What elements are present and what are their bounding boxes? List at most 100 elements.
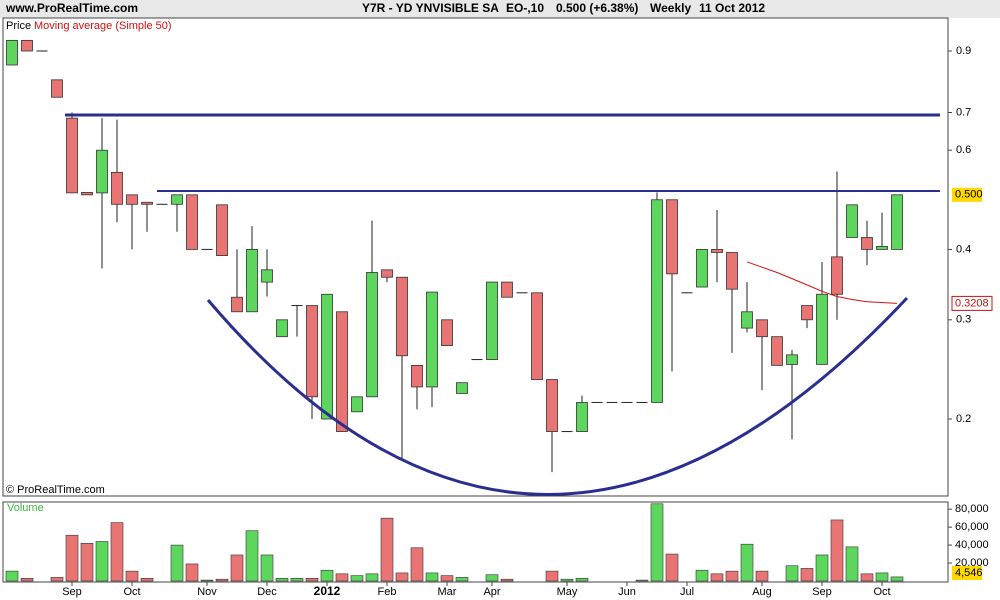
volume-bar bbox=[785, 565, 799, 582]
volume-bar bbox=[80, 542, 94, 582]
candle-body bbox=[186, 194, 198, 250]
volume-bar bbox=[815, 554, 829, 582]
volume-bar bbox=[425, 572, 439, 582]
candle-body bbox=[141, 201, 153, 205]
volume-bar bbox=[455, 577, 469, 582]
candle-body bbox=[486, 281, 498, 360]
y-tick-label: 40,000 bbox=[955, 539, 989, 551]
volume-bar bbox=[185, 563, 199, 582]
x-tick-label: Apr bbox=[483, 586, 500, 598]
volume-bar bbox=[395, 572, 409, 582]
candle-body bbox=[426, 291, 438, 388]
candle-body bbox=[351, 396, 363, 413]
period: Weekly bbox=[650, 1, 691, 15]
x-tick-label: Oct bbox=[873, 586, 890, 598]
ma-legend: Moving average (Simple 50) bbox=[34, 20, 172, 32]
volume-bar bbox=[500, 578, 514, 582]
candle-body bbox=[231, 296, 243, 313]
x-tick-label: Aug bbox=[752, 586, 772, 598]
candle-body bbox=[96, 149, 108, 194]
volume-bar bbox=[635, 579, 649, 582]
ma-label-box bbox=[951, 295, 993, 311]
code: EO-,10 bbox=[506, 1, 544, 15]
volume-bar bbox=[710, 573, 724, 582]
candle-body bbox=[891, 194, 903, 250]
volume-bar bbox=[365, 573, 379, 582]
candle-body bbox=[771, 336, 783, 366]
x-tick-label: Dec bbox=[257, 586, 277, 598]
volume-bar bbox=[650, 503, 664, 582]
volume-bar bbox=[245, 530, 259, 582]
volume-bar bbox=[230, 554, 244, 582]
candle-body bbox=[6, 39, 18, 66]
candle-body bbox=[576, 402, 588, 432]
volume-bar bbox=[860, 573, 874, 582]
y-tick-label: 0.4 bbox=[956, 243, 971, 255]
x-tick-label: Sep bbox=[812, 586, 832, 598]
volume-bar bbox=[305, 578, 319, 582]
site: www.ProRealTime.com bbox=[5, 1, 138, 15]
x-tick-label: Oct bbox=[123, 586, 140, 598]
candle-body bbox=[396, 276, 408, 357]
candle-body bbox=[381, 269, 393, 278]
volume-last-label: 4,546 bbox=[955, 567, 983, 579]
ma-label: 0.3208 bbox=[955, 297, 989, 309]
volume-bar bbox=[320, 569, 334, 582]
candle-body bbox=[171, 194, 183, 205]
volume-bar bbox=[560, 578, 574, 582]
candle-body bbox=[831, 256, 843, 295]
x-tick-label: Nov bbox=[197, 586, 217, 598]
volume-bar bbox=[830, 519, 844, 582]
x-tick-label: Jul bbox=[680, 586, 694, 598]
candle-body bbox=[246, 249, 258, 313]
x-tick-label: Sep bbox=[62, 586, 82, 598]
price-legend: Price bbox=[6, 20, 31, 32]
candle-body bbox=[216, 204, 228, 257]
volume-bar bbox=[800, 568, 814, 582]
volume-bar bbox=[485, 574, 499, 582]
volume-label-box bbox=[952, 566, 982, 580]
candle-body bbox=[531, 292, 543, 380]
volume-bar bbox=[170, 544, 184, 582]
volume-bar bbox=[215, 578, 229, 582]
volume-bar bbox=[740, 543, 754, 582]
candle-body bbox=[741, 311, 753, 329]
last-price-label: 0.500 bbox=[955, 189, 983, 201]
candle-body bbox=[651, 199, 663, 403]
header-bar bbox=[0, 0, 1000, 18]
volume-bar bbox=[875, 572, 889, 582]
x-tick-label: Mar bbox=[438, 586, 457, 598]
volume-bar bbox=[665, 553, 679, 582]
candle-body bbox=[126, 194, 138, 205]
candle-body bbox=[66, 117, 78, 194]
x-tick-label: 2012 bbox=[314, 584, 341, 598]
volume-bar bbox=[335, 573, 349, 582]
candle-body bbox=[411, 364, 423, 388]
candle-body bbox=[861, 237, 873, 250]
cup-curve bbox=[206, 296, 909, 496]
volume-bar bbox=[20, 578, 34, 582]
volume-bar bbox=[140, 578, 154, 582]
candle-body bbox=[366, 272, 378, 398]
candle-body bbox=[336, 311, 348, 432]
volume-bar bbox=[65, 534, 79, 582]
y-tick-label: 0.3 bbox=[956, 314, 971, 326]
x-tick-label: May bbox=[557, 586, 578, 598]
volume-bar bbox=[200, 579, 214, 582]
candle-body bbox=[726, 252, 738, 290]
y-tick-label: 0.2 bbox=[956, 413, 971, 425]
y-tick-label: 80,000 bbox=[955, 503, 989, 515]
volume-bar bbox=[410, 547, 424, 582]
volume-bar bbox=[350, 575, 364, 582]
x-tick-label: Feb bbox=[378, 586, 397, 598]
volume-bar bbox=[50, 577, 64, 582]
candle-body bbox=[801, 305, 813, 321]
last-price-box bbox=[952, 187, 982, 202]
volume-legend: Volume bbox=[7, 502, 44, 514]
volume-bar bbox=[440, 575, 454, 582]
volume-bar bbox=[575, 578, 589, 582]
candle-body bbox=[306, 305, 318, 398]
candle-body bbox=[756, 319, 768, 338]
